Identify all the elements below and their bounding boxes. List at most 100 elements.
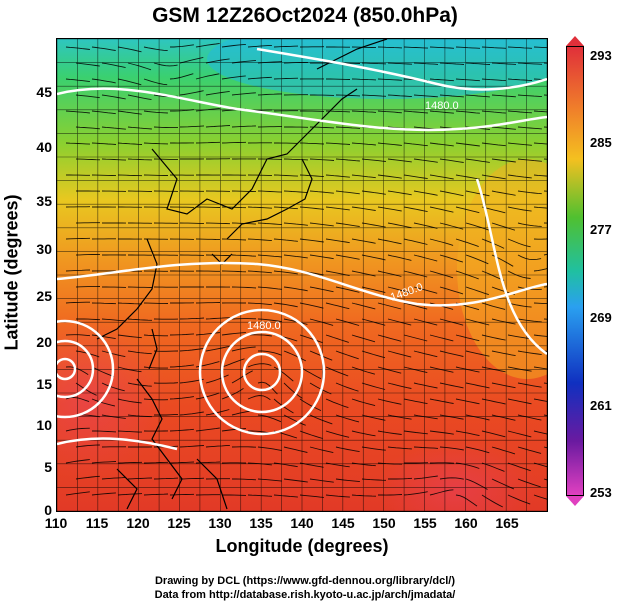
x-tick-135: 135 (249, 515, 273, 531)
streamline (65, 237, 91, 240)
colorbar-tick-277: 277 (590, 222, 612, 237)
streamline (101, 126, 126, 130)
streamline (283, 446, 308, 453)
streamline (455, 430, 480, 437)
streamline (465, 158, 490, 163)
streamline (91, 461, 117, 464)
streamline (335, 478, 360, 483)
streamline (247, 270, 272, 274)
streamline (231, 370, 253, 384)
streamline (439, 414, 464, 420)
streamline (143, 334, 168, 337)
streamline (195, 73, 220, 80)
streamline (195, 392, 220, 400)
streamline (221, 238, 247, 241)
y-tick-20: 20 (36, 334, 52, 350)
streamline (326, 78, 351, 80)
streamline (195, 238, 221, 241)
streamline (309, 126, 335, 129)
streamline (351, 366, 376, 375)
x-tick-130: 130 (208, 515, 232, 531)
streamline (429, 366, 454, 373)
streamline (101, 350, 126, 358)
y-tick-45: 45 (36, 84, 52, 100)
streamline (247, 494, 273, 497)
streamline (533, 398, 547, 402)
streamline (465, 414, 490, 421)
streamline (91, 366, 115, 377)
streamline (325, 494, 350, 498)
streamline (221, 270, 247, 273)
streamline (91, 142, 117, 145)
streamline (507, 110, 532, 114)
streamline (257, 318, 282, 323)
streamline (299, 494, 324, 498)
streamline (257, 190, 283, 193)
streamline (179, 125, 205, 128)
streamline (403, 270, 428, 278)
streamline (231, 125, 257, 128)
colorbar-tick-261: 261 (590, 398, 612, 413)
streamline (507, 46, 533, 49)
streamline (309, 382, 332, 395)
contour-label-2: 1480.0 (247, 320, 281, 332)
streamline (465, 62, 491, 65)
streamline (65, 334, 91, 337)
streamline (491, 318, 516, 325)
streamline (377, 206, 402, 212)
streamline (429, 110, 454, 114)
streamline (517, 62, 543, 65)
streamline (361, 62, 387, 65)
streamline (439, 254, 464, 263)
streamline (335, 286, 360, 293)
streamline (91, 174, 117, 177)
streamline (507, 174, 532, 179)
streamline (170, 44, 194, 48)
streamline (247, 395, 271, 401)
streamline (455, 398, 480, 405)
colorbar-bottom-arrow (566, 496, 584, 506)
streamline (465, 254, 489, 265)
streamline (465, 478, 488, 490)
streamline (257, 222, 282, 226)
streamline (533, 462, 547, 468)
streamline (465, 190, 490, 197)
streamline (169, 364, 194, 368)
y-tick-40: 40 (36, 139, 52, 155)
streamline (127, 62, 152, 71)
y-tick-0: 0 (44, 502, 52, 518)
streamline (387, 350, 412, 358)
streamline (455, 110, 480, 114)
streamline (309, 190, 334, 194)
streamline (143, 398, 169, 401)
streamline (429, 334, 454, 342)
streamline (299, 334, 323, 344)
streamline (325, 142, 351, 145)
streamline (205, 317, 231, 320)
streamline (491, 382, 516, 389)
streamline (481, 366, 506, 373)
streamline (491, 62, 517, 65)
streamline (439, 446, 464, 451)
streamline (283, 254, 308, 259)
streamline (283, 350, 307, 362)
streamline (65, 491, 90, 496)
streamline (351, 206, 376, 211)
streamline (465, 350, 490, 357)
streamline (101, 62, 126, 69)
streamline (377, 334, 402, 342)
streamline (247, 238, 272, 242)
streamline (247, 76, 272, 80)
streamline (205, 90, 230, 96)
map-plot-area: 1480.0 1480.0 1480.0 (56, 38, 548, 512)
streamline (283, 190, 308, 194)
streamline (65, 366, 89, 375)
streamline (439, 158, 464, 163)
streamline (257, 381, 278, 395)
streamline (91, 492, 116, 496)
streamline (387, 382, 412, 389)
x-tick-115: 115 (85, 515, 109, 531)
streamline (413, 190, 438, 196)
streamline (91, 398, 116, 407)
streamline (221, 141, 247, 144)
